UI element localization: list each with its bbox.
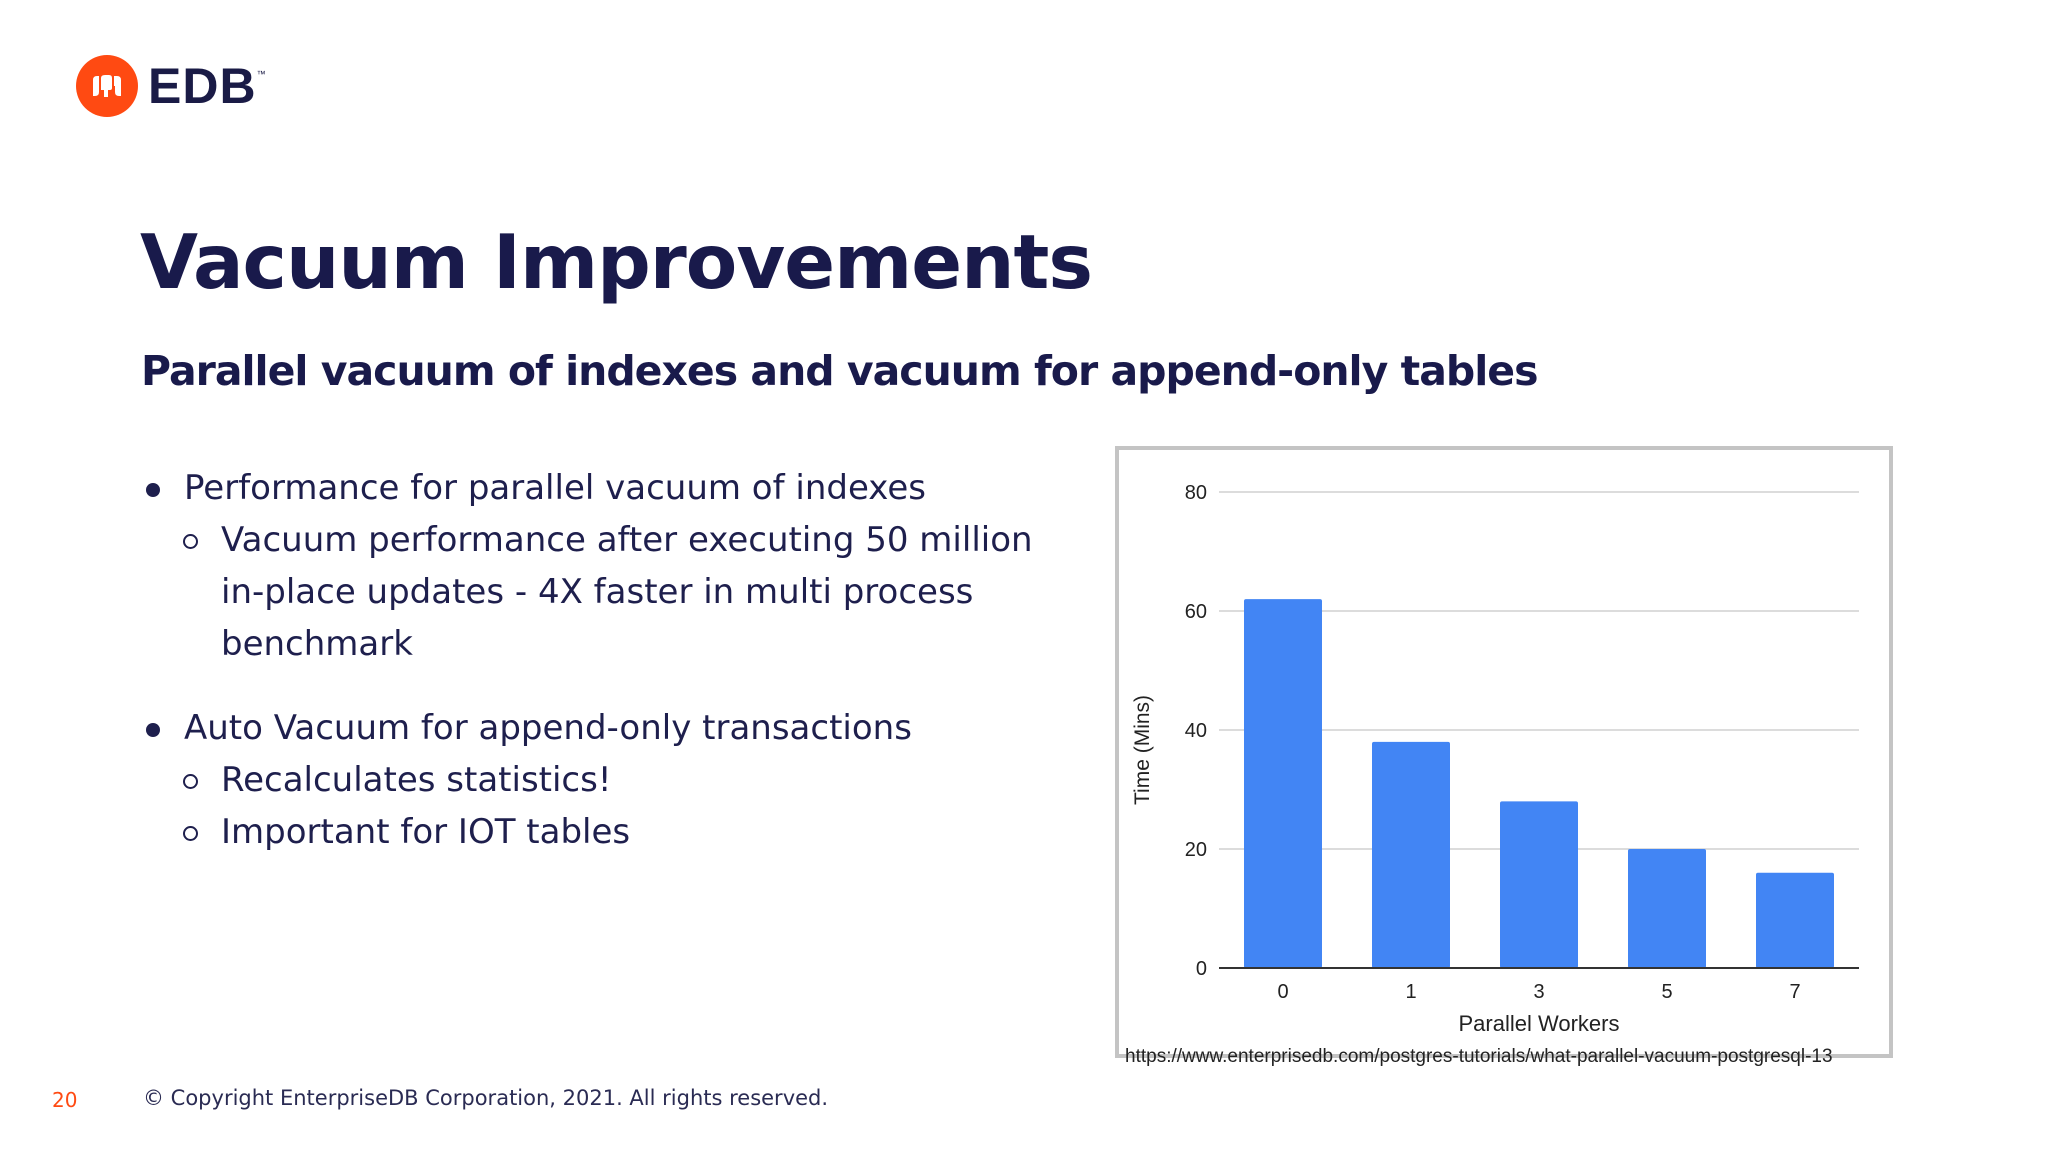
slide-subtitle: Parallel vacuum of indexes and vacuum fo… (141, 347, 1538, 395)
y-tick-label: 60 (1185, 601, 1207, 623)
x-axis-title: Parallel Workers (1459, 1011, 1620, 1036)
sub-bullet-line: Vacuum performance after executing 50 mi… (221, 520, 1033, 560)
y-tick-label: 40 (1185, 720, 1207, 742)
x-tick-label: 5 (1661, 981, 1672, 1003)
bullet-spacer (140, 670, 1100, 702)
logo-trademark: ™ (256, 69, 266, 79)
slide-title: Vacuum Improvements (140, 218, 1093, 306)
y-tick-label: 0 (1196, 958, 1207, 980)
chart-bar (1372, 741, 1450, 968)
bullet-list: Performance for parallel vacuum of index… (140, 462, 1100, 858)
edb-logo: EDB ™ (76, 55, 266, 117)
x-tick-label: 7 (1789, 981, 1800, 1003)
page-number: 20 (52, 1088, 78, 1112)
chart-canvas: 0 20 40 60 80 0 1 3 5 7 Parallel Workers Time (Mins… (1131, 482, 1859, 1036)
sub-bullet-item: Vacuum performance after executing 50 mi… (140, 514, 1100, 670)
x-tick-label: 1 (1405, 981, 1416, 1003)
x-tick-label: 3 (1533, 981, 1544, 1003)
copyright-notice: © Copyright EnterpriseDB Corporation, 20… (143, 1086, 829, 1110)
x-tick-label: 0 (1277, 981, 1288, 1003)
chart-bar (1244, 599, 1322, 968)
y-axis-title: Time (Mins) (1131, 695, 1154, 805)
sub-bullet-item: Important for IOT tables (140, 806, 1100, 858)
bullet-item: Performance for parallel vacuum of index… (140, 462, 1100, 514)
logo-text: EDB (148, 58, 257, 114)
chart-bar (1628, 849, 1706, 968)
y-tick-label: 80 (1185, 482, 1207, 504)
bar-chart: 0 20 40 60 80 0 1 3 5 7 Parallel Workers Time (Mins… (1115, 446, 1893, 1058)
sub-bullet-item: Recalculates statistics! (140, 754, 1100, 806)
chart-bar (1756, 872, 1834, 968)
y-tick-label: 20 (1185, 839, 1207, 861)
source-url: https://www.enterprisedb.com/postgres-tu… (1125, 1046, 1833, 1067)
chart-bar (1500, 801, 1578, 968)
bullet-item: Auto Vacuum for append-only transactions (140, 702, 1100, 754)
edb-elephant-icon (76, 55, 138, 117)
sub-bullet-line: in-place updates - 4X faster in multi pr… (221, 572, 974, 664)
